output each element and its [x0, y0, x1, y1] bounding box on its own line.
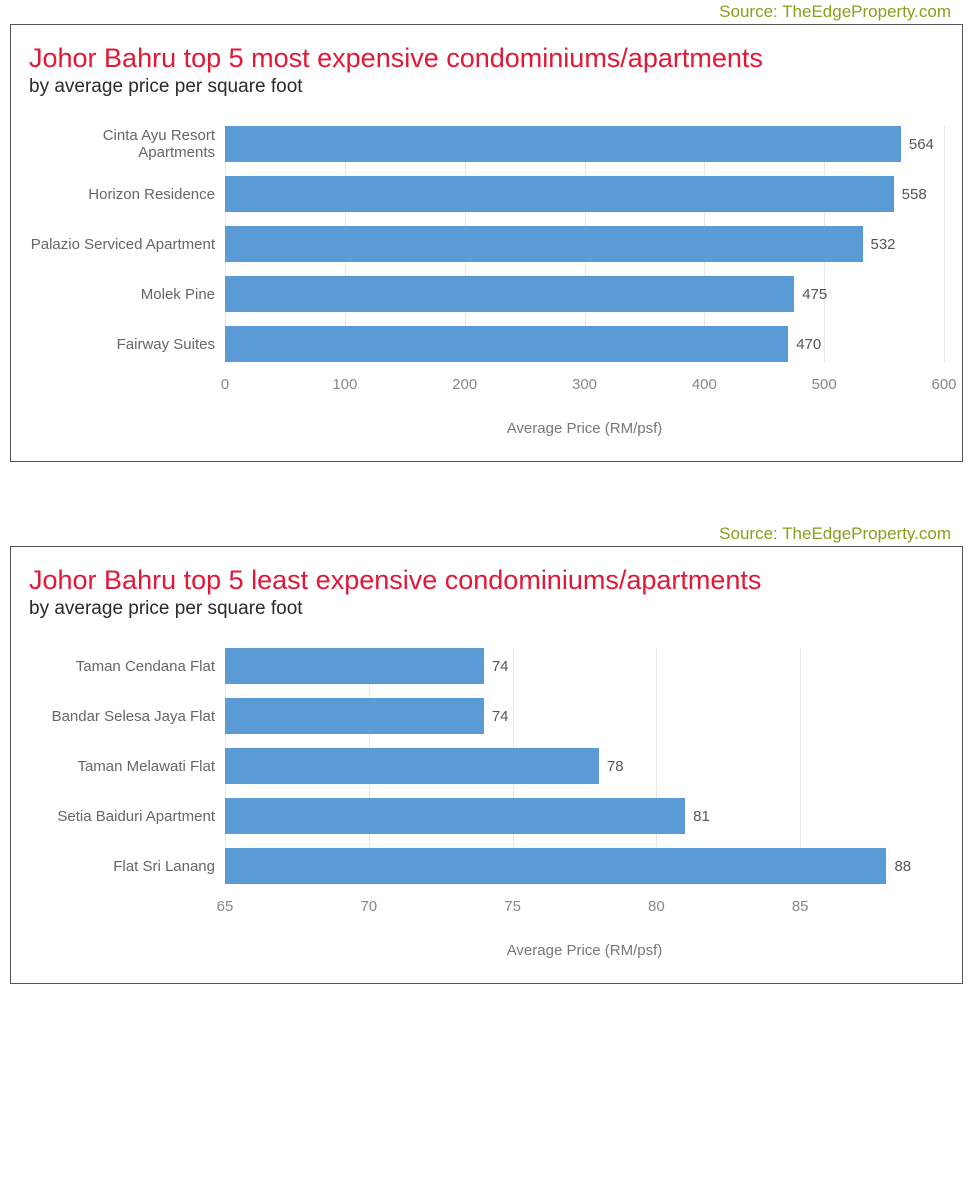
x-tick: 80 — [648, 898, 665, 915]
bar-value-label: 81 — [693, 808, 710, 825]
chart-title: Johor Bahru top 5 most expensive condomi… — [29, 43, 944, 74]
bar-value-label: 88 — [894, 858, 911, 875]
x-tick: 600 — [931, 376, 956, 393]
bar-row: Bandar Selesa Jaya Flat 74 — [29, 698, 944, 734]
category-label: Flat Sri Lanang — [29, 858, 225, 875]
bar-plot: 532 — [225, 226, 944, 262]
bar-plot: 470 — [225, 326, 944, 362]
x-tick: 65 — [217, 898, 234, 915]
bar-value-label: 475 — [802, 286, 827, 303]
bar-plot: 88 — [225, 848, 944, 884]
bar-value-label: 74 — [492, 658, 509, 675]
x-tick: 200 — [452, 376, 477, 393]
bar-value-label: 74 — [492, 708, 509, 725]
bar-row: Flat Sri Lanang 88 — [29, 848, 944, 884]
bar-row: Molek Pine 475 — [29, 276, 944, 312]
bar: 564 — [225, 126, 944, 162]
bar-fill — [225, 848, 886, 884]
bar-fill — [225, 648, 484, 684]
category-label: Setia Baiduri Apartment — [29, 808, 225, 825]
x-axis-label: Average Price (RM/psf) — [225, 942, 944, 959]
bar-plot: 74 — [225, 698, 944, 734]
bar-fill — [225, 176, 894, 212]
bar-fill — [225, 326, 788, 362]
x-tick: 400 — [692, 376, 717, 393]
chart-panel: Johor Bahru top 5 most expensive condomi… — [10, 24, 963, 462]
bar-value-label: 564 — [909, 136, 934, 153]
bar: 74 — [225, 698, 944, 734]
chart-subtitle: by average price per square foot — [29, 598, 944, 620]
bar: 88 — [225, 848, 944, 884]
x-axis-label: Average Price (RM/psf) — [225, 420, 944, 437]
bar-plot: 564 — [225, 126, 944, 162]
bar-fill — [225, 748, 599, 784]
bar-plot: 475 — [225, 276, 944, 312]
source-label: Source: TheEdgeProperty.com — [10, 0, 963, 24]
x-axis: 0100200300400500600 — [225, 376, 944, 416]
category-label: Horizon Residence — [29, 186, 225, 203]
bar: 74 — [225, 648, 944, 684]
x-tick: 0 — [221, 376, 229, 393]
x-tick: 75 — [504, 898, 521, 915]
category-label: Taman Melawati Flat — [29, 758, 225, 775]
bar: 475 — [225, 276, 944, 312]
bar-plot: 78 — [225, 748, 944, 784]
x-tick: 85 — [792, 898, 809, 915]
bar-row: Cinta Ayu Resort Apartments 564 — [29, 126, 944, 162]
bar-row: Setia Baiduri Apartment 81 — [29, 798, 944, 834]
category-label: Cinta Ayu Resort Apartments — [29, 127, 225, 161]
category-label: Fairway Suites — [29, 336, 225, 353]
category-label: Palazio Serviced Apartment — [29, 236, 225, 253]
bar: 78 — [225, 748, 944, 784]
x-tick: 100 — [332, 376, 357, 393]
bar-value-label: 470 — [796, 336, 821, 353]
bar: 81 — [225, 798, 944, 834]
bar-row: Horizon Residence 558 — [29, 176, 944, 212]
bar-value-label: 78 — [607, 758, 624, 775]
chart-subtitle: by average price per square foot — [29, 76, 944, 98]
bar-plot: 558 — [225, 176, 944, 212]
category-label: Bandar Selesa Jaya Flat — [29, 708, 225, 725]
bar-chart: Taman Cendana Flat74Bandar Selesa Jaya F… — [29, 648, 944, 959]
bar-chart: Cinta Ayu Resort Apartments 564 Horizon Re… — [29, 126, 944, 437]
bar-row: Fairway Suites 470 — [29, 326, 944, 362]
bar-value-label: 558 — [902, 186, 927, 203]
bar: 558 — [225, 176, 944, 212]
bar-value-label: 532 — [871, 236, 896, 253]
category-label: Molek Pine — [29, 286, 225, 303]
category-label: Taman Cendana Flat — [29, 658, 225, 675]
x-axis: 6570758085 — [225, 898, 944, 938]
bar-fill — [225, 698, 484, 734]
x-tick: 300 — [572, 376, 597, 393]
bar-fill — [225, 126, 901, 162]
chart-panel: Johor Bahru top 5 least expensive condom… — [10, 546, 963, 984]
bar-row: Taman Cendana Flat 74 — [29, 648, 944, 684]
chart-title: Johor Bahru top 5 least expensive condom… — [29, 565, 944, 596]
bar-fill — [225, 798, 685, 834]
bar-row: Palazio Serviced Apartment 532 — [29, 226, 944, 262]
bar-row: Taman Melawati Flat 78 — [29, 748, 944, 784]
bar: 532 — [225, 226, 944, 262]
bar-plot: 74 — [225, 648, 944, 684]
bar-plot: 81 — [225, 798, 944, 834]
bar: 470 — [225, 326, 944, 362]
bar-fill — [225, 276, 794, 312]
x-tick: 500 — [812, 376, 837, 393]
source-label: Source: TheEdgeProperty.com — [10, 522, 963, 546]
bar-fill — [225, 226, 863, 262]
x-tick: 70 — [360, 898, 377, 915]
gridline — [944, 126, 945, 362]
